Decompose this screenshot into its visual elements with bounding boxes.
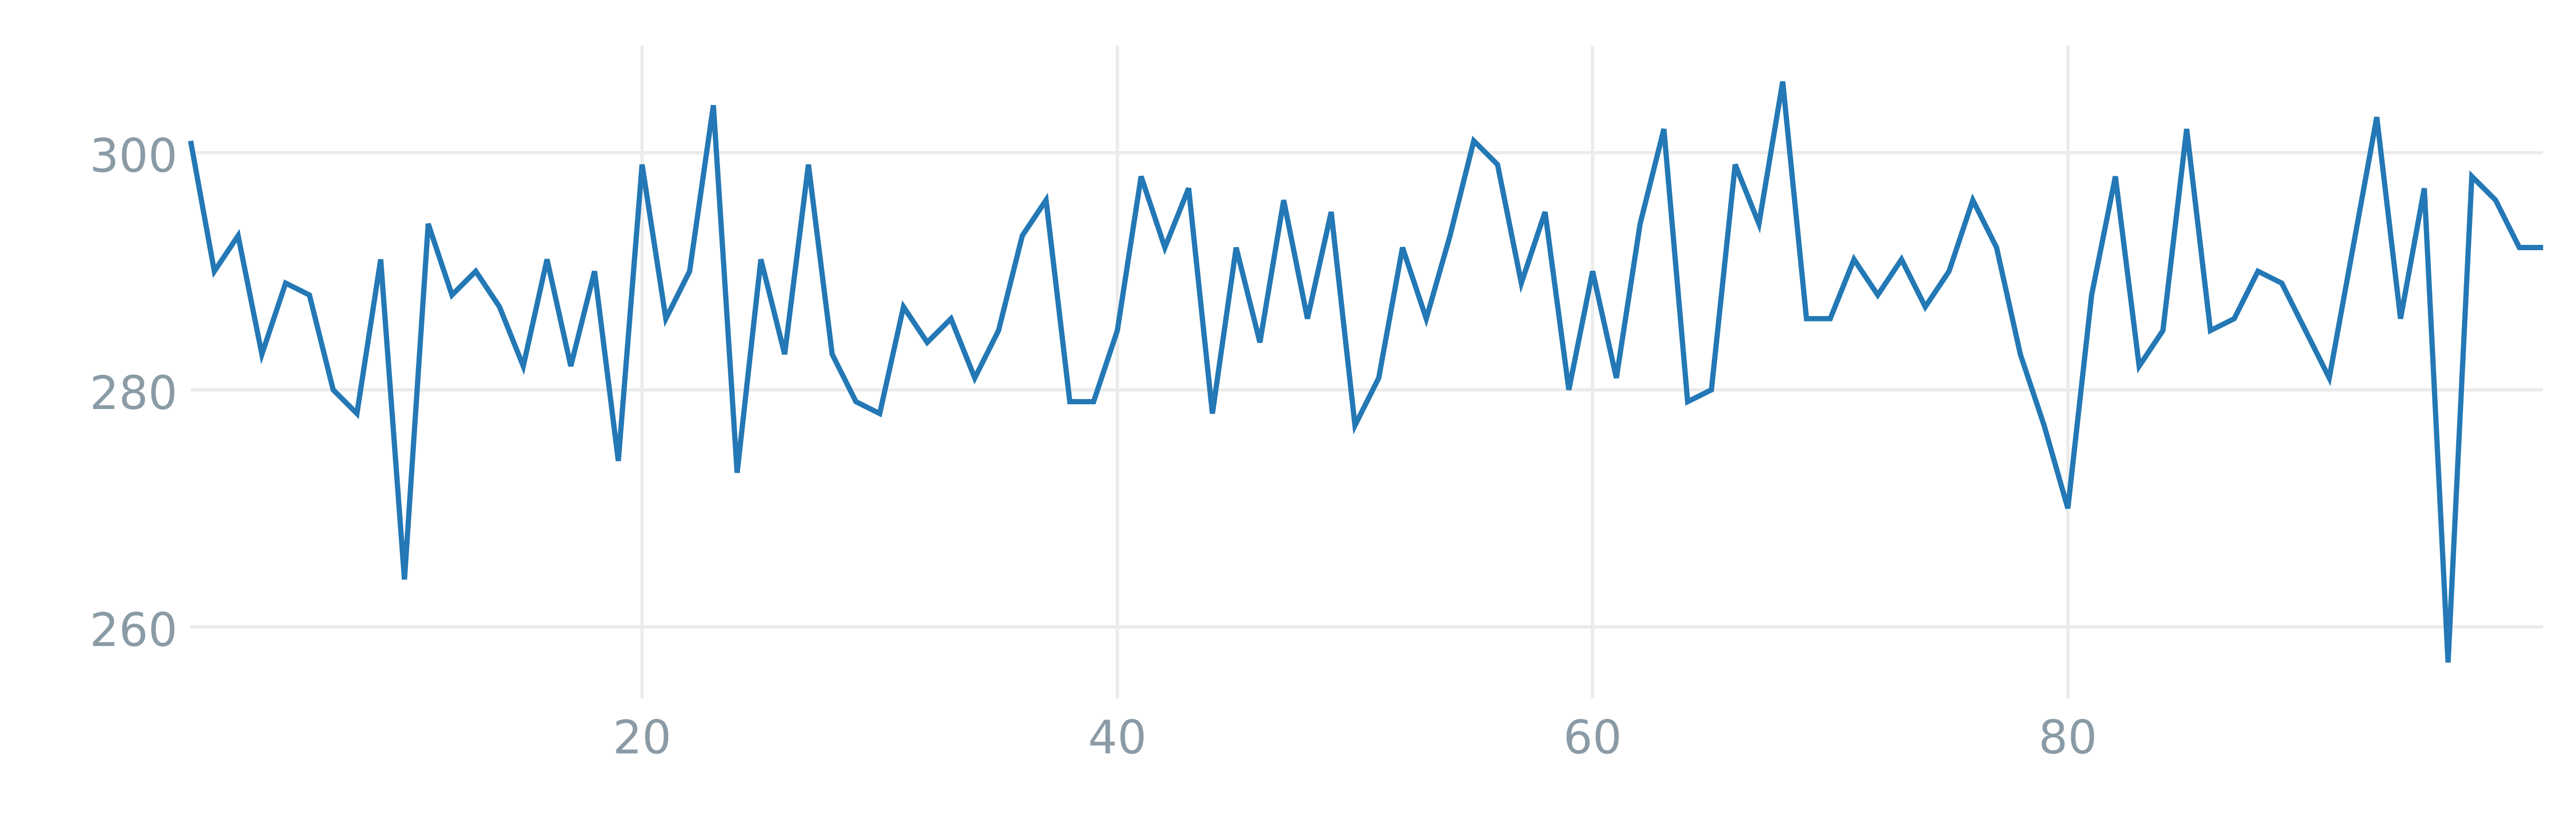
data-line bbox=[188, 81, 2543, 663]
y-tick-label: 280 bbox=[90, 366, 177, 420]
y-tick-label: 300 bbox=[90, 129, 177, 183]
x-tick-label: 40 bbox=[1088, 711, 1147, 765]
y-tick-label: 260 bbox=[90, 603, 177, 657]
x-tick-label: 20 bbox=[613, 711, 671, 765]
x-tick-label: 60 bbox=[1564, 711, 1622, 765]
x-tick-label: 80 bbox=[2039, 711, 2097, 765]
